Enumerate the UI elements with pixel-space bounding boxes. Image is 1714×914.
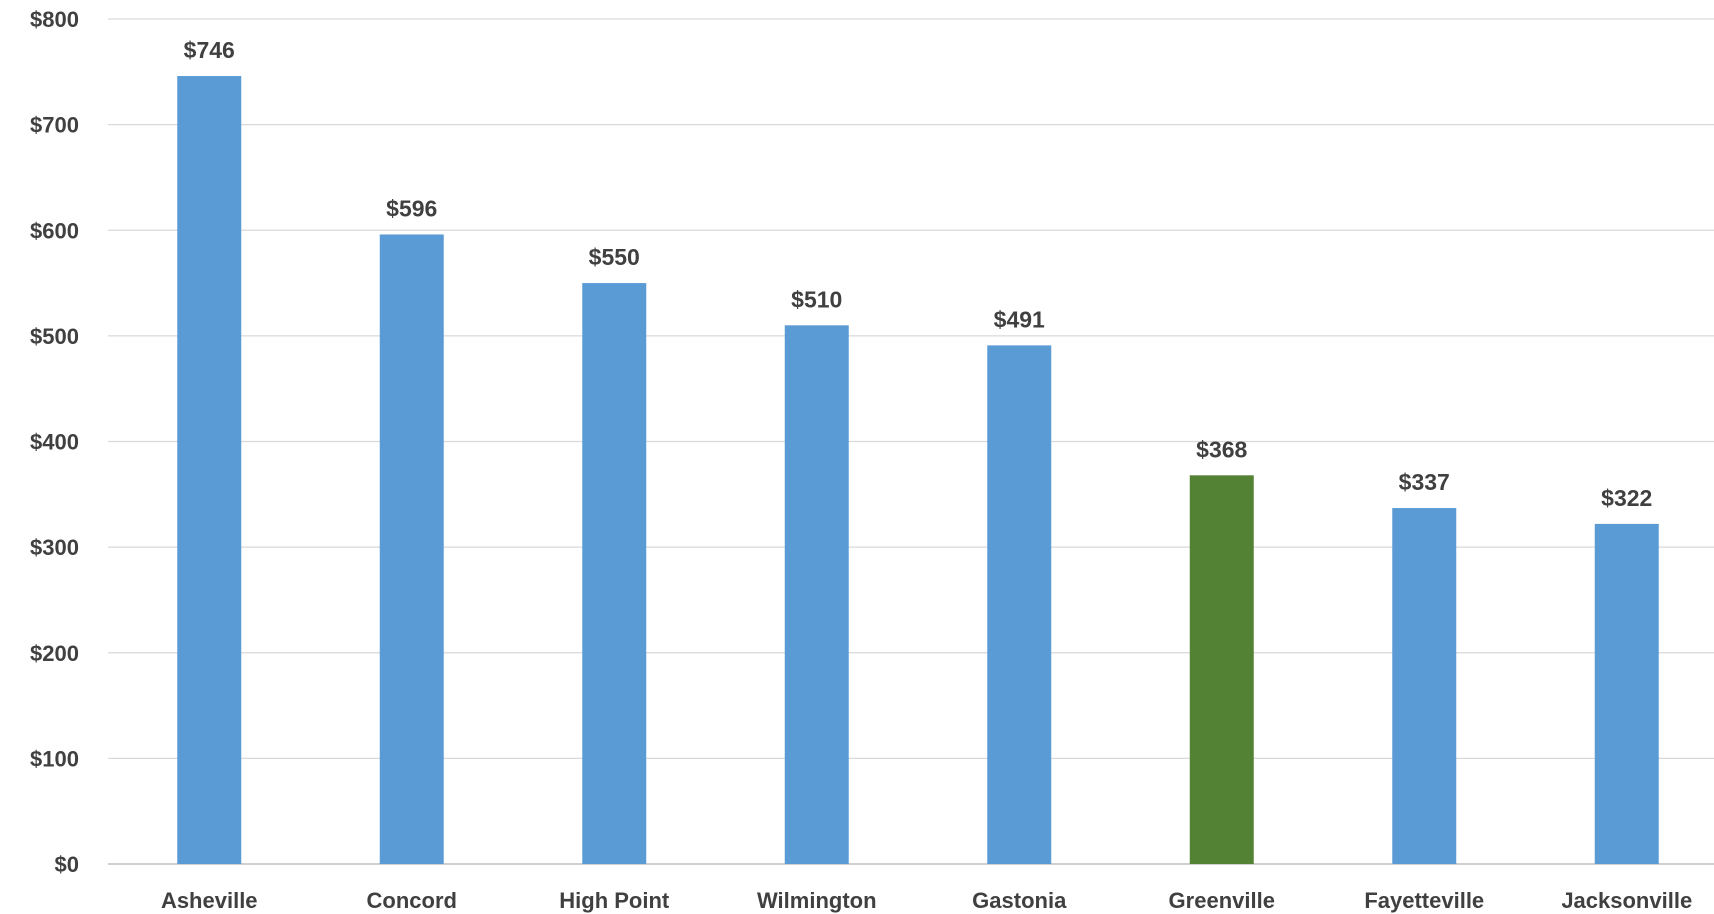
y-axis-tick-labels: $0 $100 $200 $300 $400 $500 $600 $700 $800 xyxy=(30,7,79,877)
data-label: $491 xyxy=(994,306,1045,332)
data-label: $746 xyxy=(184,37,235,63)
bar xyxy=(1392,508,1457,864)
x-category-label: Asheville xyxy=(161,888,258,913)
bar xyxy=(784,325,849,864)
x-category-label: Greenville xyxy=(1169,888,1275,913)
y-tick-label: $300 xyxy=(30,535,79,560)
x-category-label: Wilmington xyxy=(757,888,877,913)
data-label: $550 xyxy=(589,244,640,270)
y-tick-label: $500 xyxy=(30,324,79,349)
y-tick-label: $400 xyxy=(30,430,79,455)
x-category-label: High Point xyxy=(559,888,670,913)
bar xyxy=(1594,523,1659,864)
data-label: $596 xyxy=(386,195,437,221)
y-tick-label: $0 xyxy=(55,852,79,877)
x-axis-category-labels: Asheville Concord High Point Wilmington Gast… xyxy=(161,888,1692,913)
x-category-label: Jacksonville xyxy=(1561,888,1692,913)
bar xyxy=(582,283,647,864)
bar xyxy=(177,76,242,865)
y-tick-label: $600 xyxy=(30,218,79,243)
bar xyxy=(379,234,444,865)
gridlines xyxy=(108,18,1714,865)
data-label: $510 xyxy=(791,286,842,312)
x-category-label: Gastonia xyxy=(972,888,1067,913)
y-tick-label: $800 xyxy=(30,7,79,32)
x-category-label: Concord xyxy=(367,888,457,913)
data-labels: $746 $596 $550 $510 $491 $368 $337 $322 xyxy=(184,37,1653,511)
bar xyxy=(987,345,1052,865)
data-label: $337 xyxy=(1399,469,1450,495)
bars xyxy=(177,76,1659,865)
data-label: $322 xyxy=(1601,485,1652,511)
y-tick-label: $100 xyxy=(30,746,79,771)
x-category-label: Fayetteville xyxy=(1364,888,1484,913)
y-tick-label: $200 xyxy=(30,641,79,666)
bar xyxy=(1189,475,1254,864)
y-tick-label: $700 xyxy=(30,113,79,138)
data-label: $368 xyxy=(1196,436,1247,462)
